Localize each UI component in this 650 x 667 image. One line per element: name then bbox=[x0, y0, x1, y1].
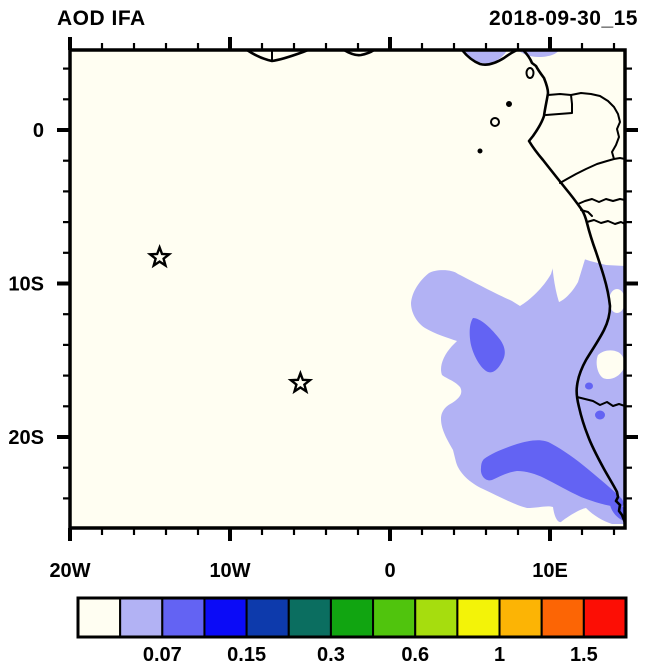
coastline-niger-delta bbox=[460, 50, 519, 66]
colorbar-tick-label: 0.6 bbox=[401, 644, 429, 666]
border-angola-north bbox=[586, 219, 625, 225]
colorbar-cell bbox=[414, 597, 459, 638]
aod-medium-dot-2 bbox=[595, 410, 605, 420]
colorbar-cell bbox=[329, 597, 375, 638]
aod-shading-layer bbox=[411, 50, 625, 524]
station-markers bbox=[146, 243, 314, 395]
x-tick-label: 10E bbox=[532, 560, 568, 582]
island-sao-tome bbox=[490, 117, 500, 127]
colorbar-cell bbox=[77, 597, 122, 638]
coastline-main bbox=[521, 50, 625, 525]
colorbar-cell bbox=[245, 597, 290, 638]
colorbar-labels: 0.07 0.15 0.3 0.6 1 1.5 bbox=[143, 644, 598, 666]
axis-ticks bbox=[57, 37, 638, 541]
white-hole-north bbox=[609, 289, 625, 313]
y-tick-label: 0 bbox=[33, 120, 44, 142]
coastline-border-layer bbox=[245, 50, 625, 525]
plot-title: AOD IFA bbox=[57, 7, 146, 30]
colorbar-cell bbox=[161, 597, 206, 638]
x-tick-label: 0 bbox=[384, 560, 395, 582]
island-principe bbox=[506, 101, 512, 107]
border-gabon-loop bbox=[559, 92, 621, 184]
colorbar-cell bbox=[203, 597, 248, 638]
colorbar-tick-label: 0.15 bbox=[227, 644, 266, 666]
colorbar-cell bbox=[540, 597, 585, 638]
border-eq-guinea bbox=[545, 93, 573, 116]
colorbar-cell bbox=[119, 597, 164, 638]
colorbar-tick-label: 1 bbox=[494, 644, 505, 666]
island-annobon bbox=[477, 148, 483, 154]
white-hole-south bbox=[596, 350, 625, 380]
colorbar-cell bbox=[372, 597, 417, 638]
colorbar-cell bbox=[582, 597, 627, 638]
border-cabinda bbox=[580, 209, 593, 217]
border-angola-namibia bbox=[576, 396, 625, 407]
x-tick-label: 10W bbox=[209, 560, 250, 582]
colorbar-cell bbox=[456, 597, 501, 638]
colorbar-tick-label: 0.07 bbox=[143, 644, 182, 666]
plot-timestamp: 2018-09-30_15 bbox=[489, 7, 638, 30]
colorbar-cell bbox=[287, 597, 332, 638]
x-tick-label: 20W bbox=[49, 560, 90, 582]
map-frame bbox=[68, 48, 627, 530]
axis-labels: 20W 10W 0 10E 0 10S 20S bbox=[8, 120, 567, 582]
white-wedge bbox=[552, 256, 586, 302]
aod-medium-band bbox=[480, 440, 624, 508]
aod-medium-corner bbox=[610, 504, 625, 521]
aod-medium-dot-1 bbox=[585, 382, 593, 390]
colorbar bbox=[76, 596, 628, 639]
colorbar-cell bbox=[498, 597, 543, 638]
colorbar-tick-label: 0.3 bbox=[317, 644, 345, 666]
island-bioko bbox=[525, 67, 535, 79]
colorbar-tick-label: 1.5 bbox=[570, 644, 598, 666]
star-marker bbox=[287, 369, 314, 395]
y-tick-label: 10S bbox=[8, 274, 44, 296]
star-marker bbox=[146, 243, 173, 269]
aod-medium-leaf bbox=[469, 318, 505, 373]
y-tick-label: 20S bbox=[8, 427, 44, 449]
border-congo bbox=[577, 198, 625, 205]
colorbar-outline bbox=[76, 596, 628, 639]
